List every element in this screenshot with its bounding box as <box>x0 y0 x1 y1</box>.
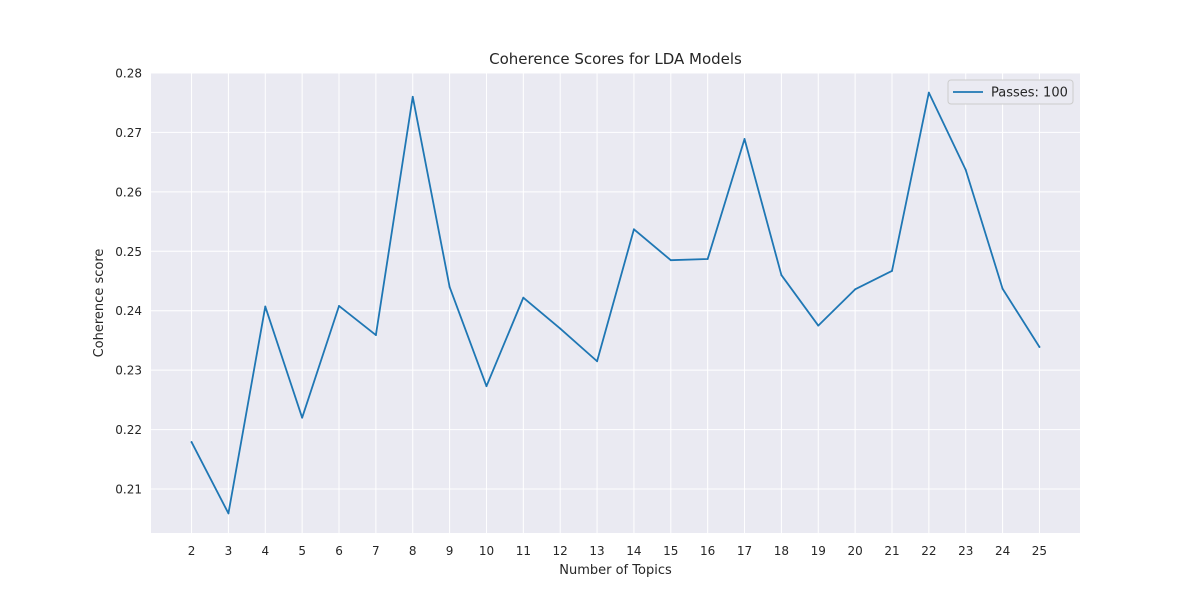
data-point <box>264 305 267 308</box>
data-point <box>485 385 488 388</box>
legend-box <box>947 79 1074 105</box>
legend-label: Passes: 100 <box>991 86 1068 101</box>
x-tick-labels: 2 3 4 5 6 7 8 9 10 11 12 13 14 15 16 17 18 19 20 21 22 23 24 25 <box>188 544 1047 558</box>
y-tick-label: 0.22 <box>115 423 142 437</box>
x-tick-label: 18 <box>774 544 789 558</box>
data-point <box>780 274 783 276</box>
x-tick-label: 20 <box>847 544 862 558</box>
data-point <box>227 512 230 515</box>
x-tick-label: 4 <box>261 544 269 558</box>
data-point <box>927 91 930 94</box>
chart-title: Coherence Scores for LDA Models <box>489 50 742 68</box>
data-point <box>817 324 820 327</box>
data-point <box>1001 287 1004 290</box>
x-tick-label: 6 <box>335 544 343 558</box>
x-tick-label: 17 <box>737 544 752 558</box>
x-tick-label: 11 <box>516 544 531 558</box>
data-point <box>706 258 709 260</box>
x-tick-label: 10 <box>479 544 494 558</box>
data-point <box>338 305 340 307</box>
data-point <box>559 327 562 330</box>
data-point <box>596 360 598 363</box>
x-tick-label: 21 <box>884 544 899 558</box>
x-tick-label: 7 <box>372 544 380 558</box>
x-tick-label: 15 <box>663 544 678 558</box>
data-point <box>448 286 451 288</box>
x-tick-label: 3 <box>225 544 233 558</box>
x-tick-label: 22 <box>921 544 936 558</box>
x-tick-label: 9 <box>446 544 454 558</box>
data-point <box>964 168 967 171</box>
x-tick-label: 12 <box>553 544 568 558</box>
x-tick-label: 16 <box>700 544 715 558</box>
x-tick-label: 19 <box>811 544 826 558</box>
series-layer <box>190 91 1041 515</box>
y-tick-labels: 0.21 0.22 0.23 0.24 0.25 0.26 0.27 0.28 <box>115 67 142 497</box>
y-tick-label: 0.27 <box>115 126 142 140</box>
data-point <box>190 441 193 443</box>
y-tick-label: 0.28 <box>115 67 142 81</box>
x-tick-label: 8 <box>409 544 417 558</box>
data-point <box>743 138 746 140</box>
series-line <box>190 91 1041 515</box>
plot-area <box>151 73 1080 533</box>
x-tick-label: 23 <box>958 544 973 558</box>
x-tick-label: 5 <box>298 544 306 558</box>
x-axis-label: Number of Topics <box>559 563 672 578</box>
data-point <box>891 270 893 272</box>
grid-lines <box>151 72 1080 533</box>
x-tick-label: 13 <box>589 544 604 558</box>
data-point <box>669 259 672 262</box>
y-tick-label: 0.21 <box>115 483 142 497</box>
data-point <box>1038 346 1041 348</box>
x-tick-label: 14 <box>626 544 641 558</box>
y-tick-label: 0.25 <box>115 245 142 259</box>
y-tick-label: 0.23 <box>115 364 142 378</box>
y-axis-label: Coherence score <box>92 249 107 358</box>
legend: Passes: 100 <box>947 79 1074 105</box>
data-point <box>411 95 414 98</box>
x-tick-label: 24 <box>995 544 1010 558</box>
data-point <box>522 296 525 299</box>
data-point <box>374 334 377 336</box>
x-tick-label: 2 <box>188 544 196 558</box>
y-tick-label: 0.24 <box>115 304 142 318</box>
y-tick-label: 0.26 <box>115 185 142 199</box>
x-tick-label: 25 <box>1032 544 1047 558</box>
data-point <box>301 416 304 419</box>
data-point <box>633 228 635 231</box>
data-point <box>854 288 857 291</box>
